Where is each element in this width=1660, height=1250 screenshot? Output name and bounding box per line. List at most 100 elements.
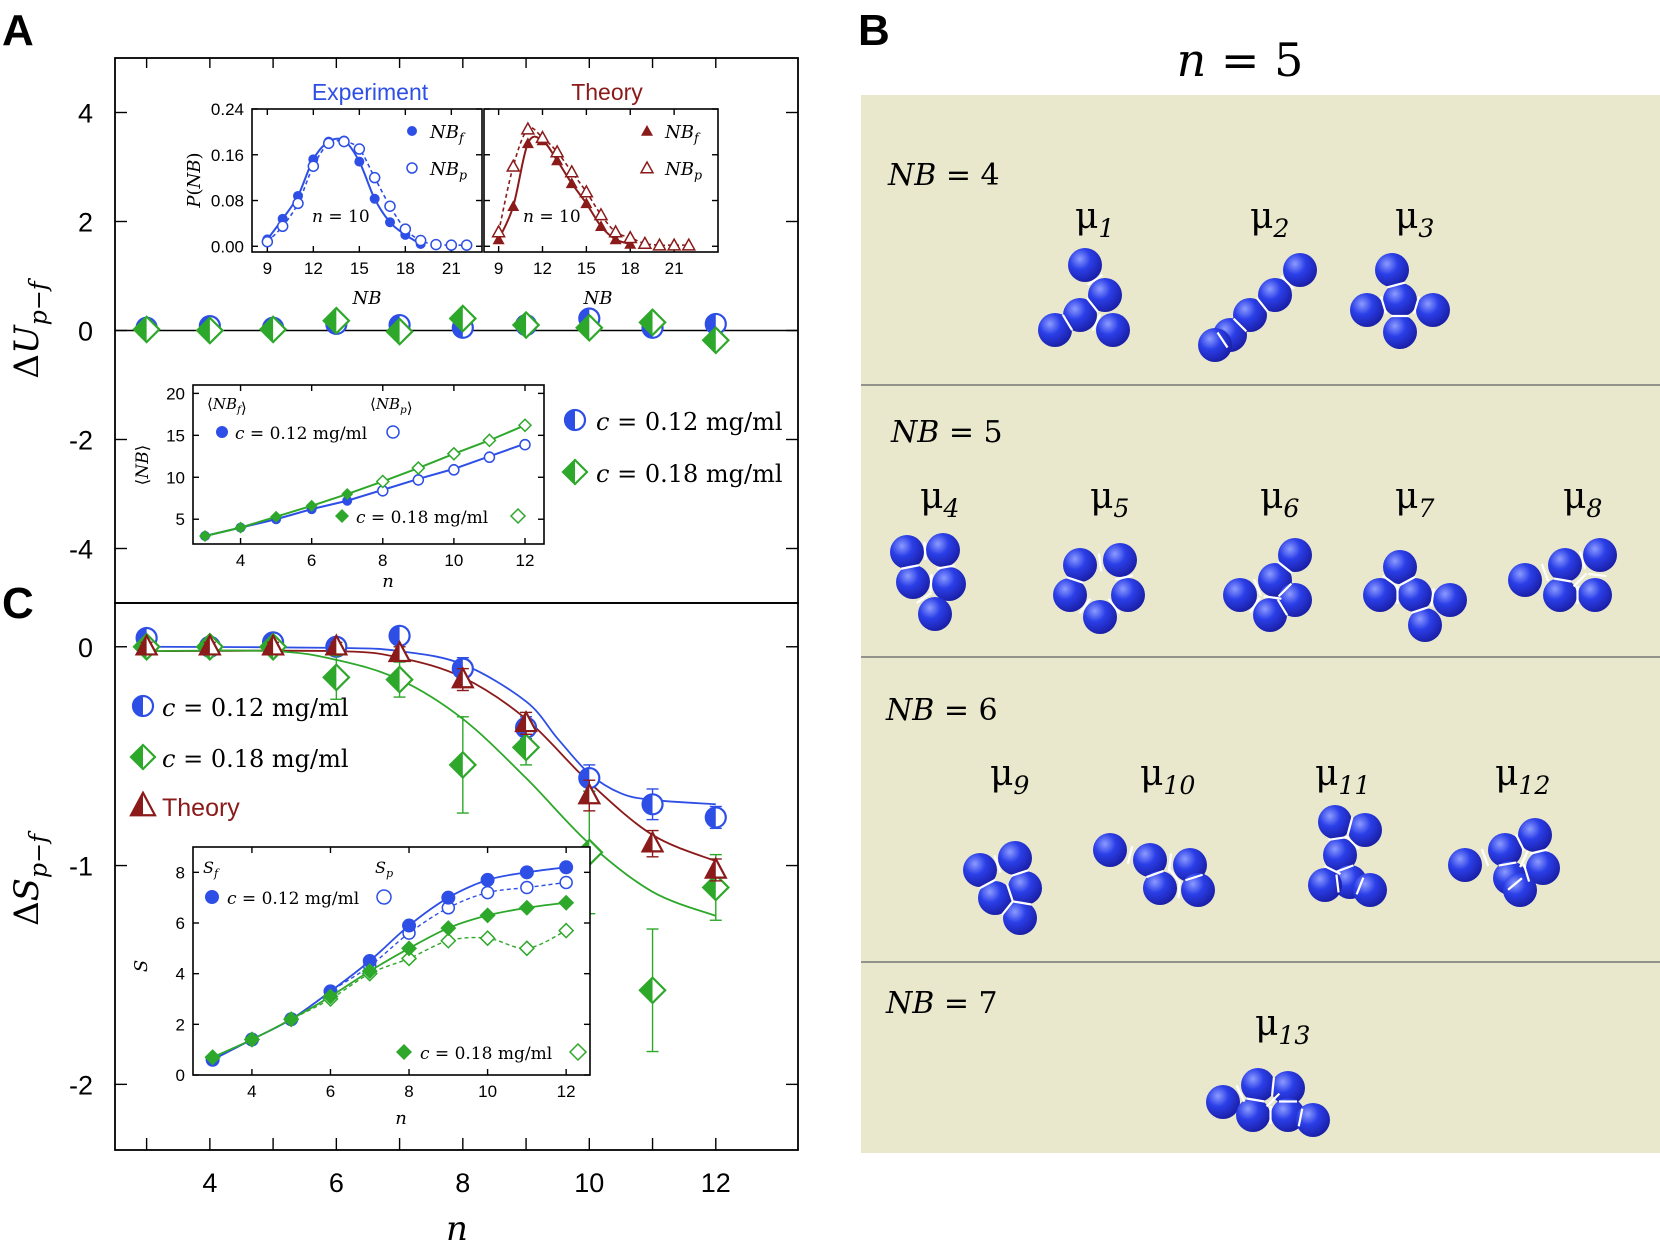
s-left-label: Sf — [203, 858, 220, 880]
inset-exp-ylabel: P(NB) — [184, 152, 205, 208]
bond-mark — [929, 573, 933, 593]
th-point-p — [505, 158, 521, 172]
th-fit-f — [497, 135, 631, 245]
sphere — [1111, 578, 1145, 612]
a-legend-012: c = 0.12 mg/ml — [596, 408, 783, 436]
math-part: = 10 — [534, 207, 581, 227]
bond-mark — [923, 541, 927, 561]
sphere — [1258, 278, 1292, 312]
sphere — [1181, 873, 1215, 907]
bond-mark — [1001, 900, 1014, 916]
math-part: = 6 — [934, 693, 997, 728]
sphere — [1068, 248, 1102, 282]
a-point-1-fill — [323, 308, 337, 334]
sphere — [1318, 805, 1352, 839]
bond-mark — [1271, 1077, 1275, 1096]
bond-mark — [1097, 553, 1103, 572]
math-part: c — [235, 424, 245, 444]
math-part: n — [1177, 33, 1207, 87]
c-x-label: 8 — [455, 1168, 470, 1198]
mu-label-10: μ10 — [1140, 753, 1195, 800]
bond-mark — [1276, 599, 1289, 616]
math-part: c — [227, 889, 237, 909]
mu-label-4: μ4 — [920, 476, 959, 523]
bond-mark — [1185, 873, 1203, 882]
a-y-label: 4 — [78, 99, 93, 129]
th-point-p — [564, 164, 580, 178]
s-point-p-0 — [559, 875, 573, 890]
mnb-x-label: 4 — [236, 551, 245, 570]
s-y-label: 8 — [176, 863, 185, 882]
mnb-point-f-1 — [305, 499, 318, 512]
th-point-p — [666, 237, 682, 251]
th-legend-p: NBp — [664, 159, 702, 183]
math-part: = 7 — [934, 986, 997, 1021]
inset-th-annotation: n = 10 — [523, 207, 581, 227]
sphere — [1350, 293, 1384, 327]
math-part: 7 — [1418, 494, 1434, 523]
sphere — [1543, 578, 1577, 612]
bond-mark — [1265, 1092, 1281, 1108]
exp-point-p — [445, 239, 458, 251]
th-point-p — [520, 121, 536, 135]
th-point-f — [551, 154, 564, 166]
mnb-legend-018: c = 0.18 mg/ml — [356, 508, 488, 528]
s-x-label: 8 — [404, 1082, 413, 1101]
mnb-xlabel: n — [382, 571, 394, 592]
c-point-0-fill — [642, 794, 653, 815]
nb-group-label-0: NB = 4 — [887, 158, 1000, 193]
bond-mark — [1379, 296, 1388, 314]
math-part: p — [694, 168, 702, 183]
th-x-label: 18 — [621, 259, 640, 278]
bond-mark — [1114, 574, 1134, 581]
math-part: ⟨ — [370, 395, 376, 413]
bond-mark — [1167, 853, 1173, 872]
math-part: p — [400, 404, 407, 416]
cluster-mu9 — [963, 841, 1042, 935]
mu-label-2: μ2 — [1250, 196, 1289, 243]
bond-mark — [1256, 297, 1269, 313]
math-part: NB — [429, 159, 459, 180]
sphere — [1143, 871, 1177, 905]
c-point-2-fill — [516, 712, 527, 732]
c-point-0-fill — [705, 807, 716, 828]
c-point-0-fill — [389, 625, 400, 646]
sphere — [1448, 848, 1482, 882]
panel-b-title: n = 5 — [1177, 33, 1304, 87]
bond-mark — [1345, 835, 1360, 850]
exp-point-p — [261, 235, 274, 248]
exp-y-label: 0.16 — [211, 146, 244, 165]
math-part: f — [213, 867, 220, 880]
math-part: μ — [1260, 476, 1283, 517]
bond-mark — [1297, 1108, 1304, 1127]
inset-meannb-frame — [192, 384, 545, 545]
math-part: f — [236, 404, 243, 416]
sphere — [1198, 328, 1232, 362]
exp-point-p — [460, 239, 473, 251]
bond-mark — [1387, 281, 1405, 289]
math-part: = 0.18 mg/ml — [175, 745, 348, 773]
sphere — [926, 533, 960, 567]
cluster-mu6 — [1223, 538, 1312, 632]
sphere — [1578, 578, 1612, 612]
bond-mark — [993, 855, 1002, 873]
nb-group-label-1: NB = 5 — [890, 415, 1003, 450]
th-legend-marker-p — [639, 160, 655, 174]
sphere — [1088, 278, 1122, 312]
s-point-f-1 — [518, 899, 535, 916]
inset-th-title: Theory — [571, 79, 643, 105]
sphere — [1323, 838, 1357, 872]
sphere — [890, 535, 924, 569]
s-point-p-1 — [558, 922, 575, 939]
c-x-label: 4 — [202, 1168, 217, 1198]
th-point-p — [608, 224, 623, 238]
s-x-label: 4 — [247, 1082, 256, 1101]
bond-mark — [1252, 578, 1263, 597]
c-y-label: -1 — [69, 852, 93, 882]
sphere — [1223, 578, 1257, 612]
th-point-f — [492, 233, 505, 245]
inset-exp-title: Experiment — [312, 79, 429, 105]
a-ylabel: ΔUp−f — [7, 277, 53, 378]
